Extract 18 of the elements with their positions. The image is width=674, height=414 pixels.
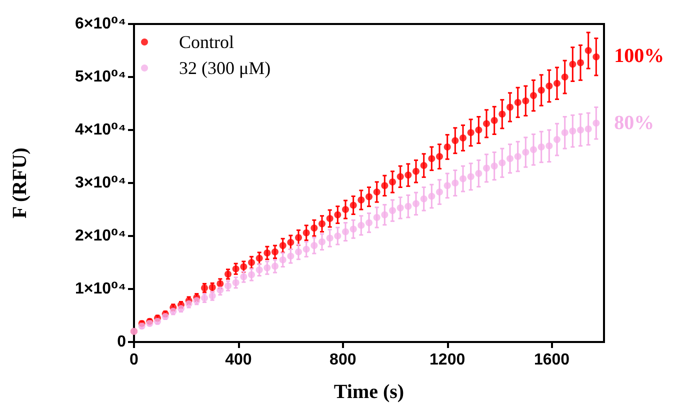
legend-label: 32 (300 μM) [179, 58, 271, 78]
y-tick-label: 2×10⁰⁴ [75, 228, 126, 244]
annotation: 100% [614, 44, 664, 67]
x-tick-label: 1600 [534, 352, 570, 368]
x-tick-label: 1200 [430, 352, 466, 368]
x-tick-label: 400 [225, 352, 252, 368]
annotation: 80% [614, 112, 654, 134]
y-tick-label: 1×10⁰⁴ [75, 280, 126, 298]
y-tick-label: 6×10⁰⁴ [75, 16, 126, 32]
y-tick-label: 0 [117, 334, 126, 350]
x-tick-label: 800 [330, 352, 356, 368]
y-tick-label: 3×10⁰⁴ [75, 174, 126, 192]
y-axis-title: F (RFU) [9, 148, 31, 218]
x-axis-title: Time (s) [334, 381, 404, 403]
y-tick-label: 5×10⁰⁴ [75, 68, 126, 86]
x-tick-label: 0 [130, 352, 139, 368]
y-tick-label: 4×10⁰⁴ [75, 122, 126, 138]
legend-label: Control [179, 32, 234, 52]
